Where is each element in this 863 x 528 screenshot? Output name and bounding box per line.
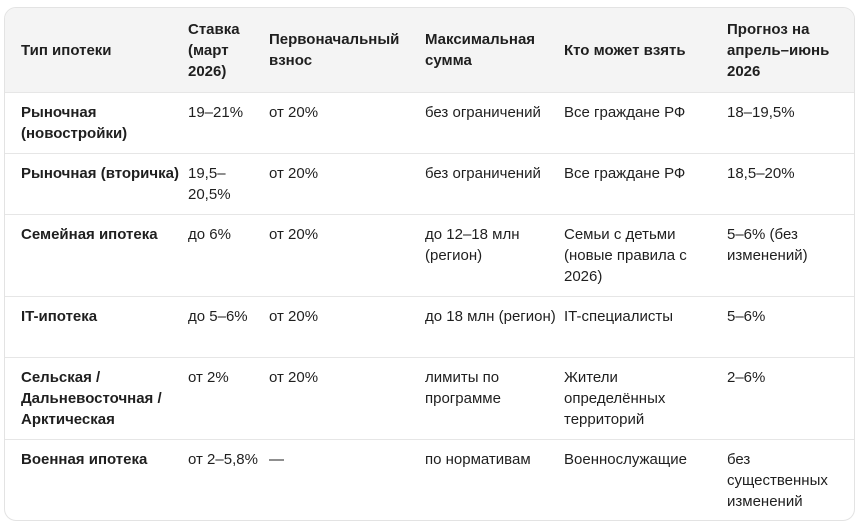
cell-type: IT-ипотека bbox=[21, 307, 98, 325]
cell-type: Сельская / Дальневосточная / Арктическая bbox=[21, 368, 162, 428]
header-mortgage-type: Тип ипотеки bbox=[5, 8, 188, 92]
table-header-row: Тип ипотеки Ставка (март 2026) Первонача… bbox=[5, 8, 854, 92]
cell-down-payment: от 20% bbox=[269, 164, 319, 182]
cell-type: Рыночная (новостройки) bbox=[21, 103, 128, 142]
cell-rate: 19,5–20,5% bbox=[188, 164, 231, 203]
cell-eligibility: Все граждане РФ bbox=[564, 103, 686, 121]
cell-down-payment: от 20% bbox=[269, 368, 319, 386]
cell-eligibility: IT-специалисты bbox=[564, 307, 674, 325]
cell-type: Рыночная (вторичка) bbox=[21, 164, 179, 182]
header-max-amount: Максимальная сумма bbox=[425, 8, 564, 92]
header-eligibility: Кто может взять bbox=[564, 8, 727, 92]
cell-down-payment: от 20% bbox=[269, 307, 319, 325]
table-row: Сельская / Дальневосточная / Арктическая… bbox=[5, 357, 854, 439]
mortgage-table-card: Тип ипотеки Ставка (март 2026) Первонача… bbox=[4, 7, 855, 521]
cell-type: Военная ипотека bbox=[21, 450, 148, 468]
cell-max-amount: по нормативам bbox=[425, 450, 531, 468]
cell-forecast: 5–6% (без изменений) bbox=[727, 225, 808, 264]
cell-rate: от 2–5,8% bbox=[188, 450, 258, 468]
cell-max-amount: без ограничений bbox=[425, 164, 541, 182]
cell-forecast: 5–6% bbox=[727, 307, 766, 325]
table-row: Рыночная (вторичка) 19,5–20,5% от 20% бе… bbox=[5, 153, 854, 214]
table-row: IT-ипотека до 5–6% от 20% до 18 млн (рег… bbox=[5, 296, 854, 357]
mortgage-table: Тип ипотеки Ставка (март 2026) Первонача… bbox=[5, 8, 854, 520]
cell-forecast: без существенных изменений bbox=[727, 450, 828, 510]
cell-rate: до 6% bbox=[188, 225, 231, 243]
cell-max-amount: лимиты по программе bbox=[425, 368, 501, 407]
table-row: Военная ипотека от 2–5,8% — по норматива… bbox=[5, 439, 854, 520]
cell-forecast: 2–6% bbox=[727, 368, 766, 386]
cell-eligibility: Все граждане РФ bbox=[564, 164, 686, 182]
cell-down-payment: от 20% bbox=[269, 225, 319, 243]
cell-rate: до 5–6% bbox=[188, 307, 248, 325]
cell-eligibility: Жители определённых территорий bbox=[564, 368, 666, 428]
cell-forecast: 18,5–20% bbox=[727, 164, 795, 182]
cell-eligibility: Военнослужащие bbox=[564, 450, 687, 468]
cell-eligibility: Семьи с детьми (новые правила с 2026) bbox=[564, 225, 687, 285]
cell-max-amount: без ограничений bbox=[425, 103, 541, 121]
cell-down-payment: — bbox=[269, 450, 284, 468]
cell-max-amount: до 12–18 млн (регион) bbox=[425, 225, 520, 264]
table-row: Рыночная (новостройки) 19–21% от 20% без… bbox=[5, 92, 854, 153]
header-down-payment: Первоначальный взнос bbox=[269, 8, 425, 92]
header-forecast: Прогноз на апрель–июнь 2026 bbox=[727, 8, 854, 92]
cell-max-amount: до 18 млн (регион) bbox=[425, 307, 556, 325]
cell-rate: от 2% bbox=[188, 368, 229, 386]
cell-forecast: 18–19,5% bbox=[727, 103, 795, 121]
header-rate: Ставка (март 2026) bbox=[188, 8, 269, 92]
cell-down-payment: от 20% bbox=[269, 103, 319, 121]
table-row: Семейная ипотека до 6% от 20% до 12–18 м… bbox=[5, 214, 854, 296]
cell-type: Семейная ипотека bbox=[21, 225, 158, 243]
cell-rate: 19–21% bbox=[188, 103, 244, 121]
